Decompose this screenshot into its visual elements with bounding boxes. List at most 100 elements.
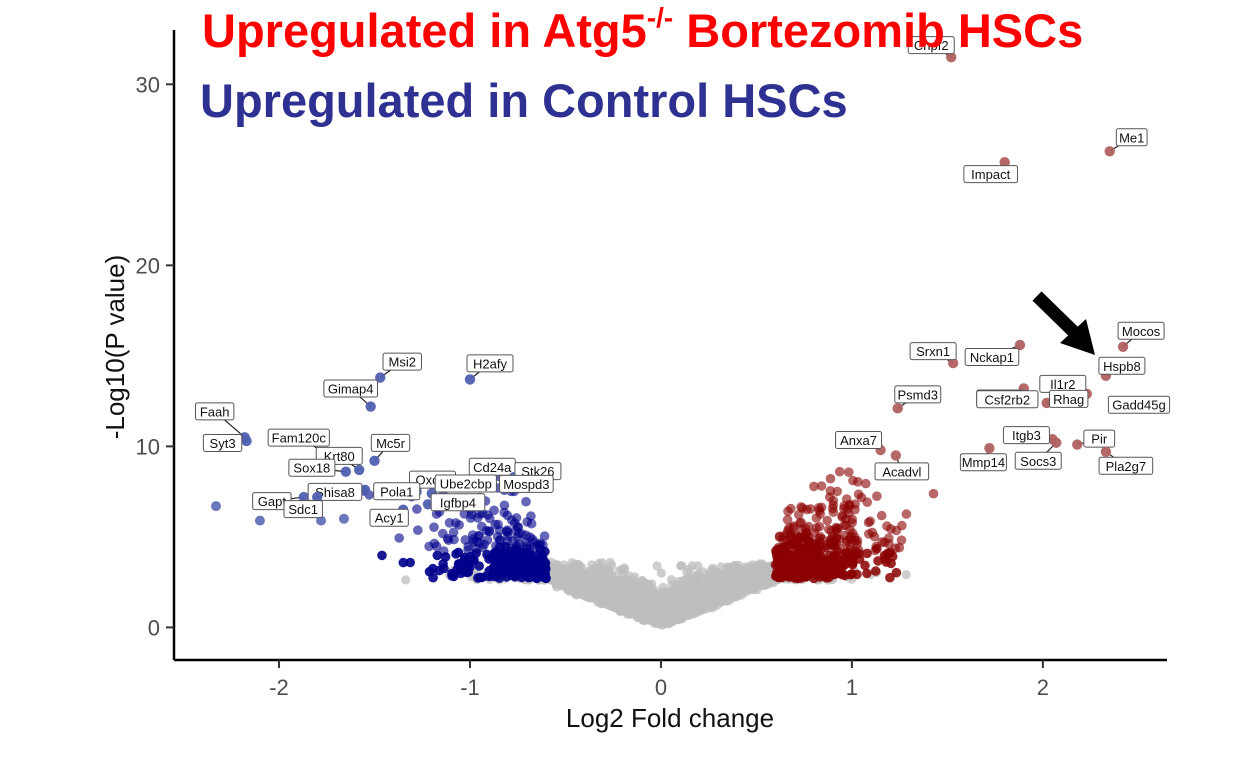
- point-up: [791, 557, 802, 568]
- point-nonsignificant: [580, 590, 590, 600]
- gene-label-box: [963, 165, 1018, 184]
- point-down: [431, 509, 442, 519]
- point-up: [802, 504, 812, 515]
- gene-label-box: [976, 390, 1039, 409]
- gene-label: Srxn1: [916, 344, 950, 359]
- point-down: [428, 563, 438, 574]
- gene-label: Mospd3: [503, 477, 549, 492]
- point-down: [473, 573, 483, 583]
- point-down: [476, 521, 487, 532]
- point-down: [460, 535, 471, 545]
- gene-label-box: [430, 493, 486, 512]
- point-labeled-down: [298, 491, 310, 503]
- arrow-head: [1060, 319, 1095, 355]
- point-down: [513, 554, 524, 565]
- point-down: [502, 551, 513, 562]
- x-axis-title: Log2 Fold change: [566, 703, 774, 733]
- gene-label: Il1r2: [1050, 377, 1075, 392]
- title-line-1-rest: Bortezomib HSCs: [673, 4, 1083, 57]
- point-down: [451, 549, 461, 559]
- point-up: [796, 533, 807, 543]
- point-down: [432, 550, 443, 561]
- point-nonsignificant: [627, 580, 637, 590]
- point-nonsignificant: [733, 560, 744, 570]
- point-nonsignificant: [672, 595, 682, 606]
- point-up: [862, 568, 872, 579]
- point-nonsignificant: [401, 575, 411, 585]
- point-up: [863, 517, 874, 528]
- point-labeled-up: [984, 442, 995, 454]
- point-nonsignificant: [757, 576, 768, 587]
- point-down: [521, 496, 531, 507]
- point-up: [823, 524, 834, 535]
- gene-label-box: [1048, 389, 1089, 408]
- point-nonsignificant: [750, 572, 760, 582]
- point-up: [840, 570, 850, 581]
- point-nonsignificant: [567, 558, 577, 568]
- gene-label-box: [369, 508, 409, 527]
- point-labeled-up: [947, 357, 959, 369]
- point-down: [405, 557, 416, 568]
- point-down: [483, 510, 493, 520]
- gene-label: Ube2cbp: [440, 476, 492, 491]
- point-labeled-up: [999, 156, 1010, 168]
- point-up: [849, 532, 860, 542]
- point-up: [873, 556, 883, 566]
- point-labeled-down: [354, 464, 365, 476]
- gene-label: Itgb3: [1012, 428, 1041, 443]
- point-labeled-down: [365, 401, 376, 412]
- point-up: [822, 515, 832, 526]
- point-up: [781, 535, 791, 545]
- point-nonsignificant: [587, 560, 597, 570]
- point-down: [494, 542, 505, 552]
- gene-label: Igfbp4: [440, 495, 476, 510]
- point-nonsignificant: [657, 602, 667, 612]
- point-down: [492, 554, 502, 565]
- point-nonsignificant: [652, 561, 662, 571]
- gene-label: Pola1: [380, 484, 413, 499]
- point-nonsignificant: [588, 593, 599, 603]
- gene-label: Pir: [1091, 432, 1108, 447]
- gene-label: Chpf2: [914, 38, 949, 53]
- y-tick-label: 10: [136, 434, 160, 459]
- gene-label: Socs3: [1020, 454, 1056, 469]
- x-tick-label: 2: [1037, 675, 1049, 700]
- point-down: [398, 557, 409, 568]
- point-up: [891, 567, 902, 578]
- point-down: [474, 561, 485, 571]
- annotation-arrow: [1032, 291, 1095, 355]
- point-down: [316, 515, 327, 526]
- point-down: [440, 552, 451, 562]
- point-nonsignificant: [722, 564, 732, 574]
- point-up: [828, 503, 838, 514]
- point-down: [444, 518, 455, 528]
- gene-label: Gimap4: [328, 382, 374, 397]
- gene-label: Mc5r: [376, 436, 406, 451]
- point-up: [860, 560, 870, 571]
- point-nonsignificant: [609, 588, 619, 598]
- point-nonsignificant: [717, 591, 727, 601]
- y-tick-label: 30: [136, 72, 160, 97]
- point-nonsignificant: [571, 569, 581, 580]
- gene-label: Hspb8: [1103, 359, 1141, 374]
- x-tick-label: -2: [269, 675, 289, 700]
- point-down: [509, 518, 520, 528]
- point-up: [814, 503, 824, 513]
- point-down: [338, 513, 349, 524]
- gene-label: Cd24a: [473, 460, 512, 475]
- gene-label-box: [1115, 128, 1148, 147]
- point-down: [494, 535, 505, 545]
- title-line-1-main: Upregulated in Atg5: [202, 4, 647, 57]
- x-tick-label: 1: [846, 675, 858, 700]
- point-down: [539, 531, 550, 541]
- point-down: [465, 562, 475, 572]
- point-nonsignificant: [576, 583, 586, 593]
- gene-label: Faah: [200, 404, 230, 419]
- gene-label-box: [499, 474, 554, 493]
- y-tick-label: 0: [148, 615, 160, 640]
- point-nonsignificant: [644, 603, 654, 613]
- point-nonsignificant: [639, 593, 649, 604]
- point-nonsignificant: [737, 572, 747, 583]
- point-up: [896, 535, 907, 545]
- point-nonsignificant: [558, 572, 569, 582]
